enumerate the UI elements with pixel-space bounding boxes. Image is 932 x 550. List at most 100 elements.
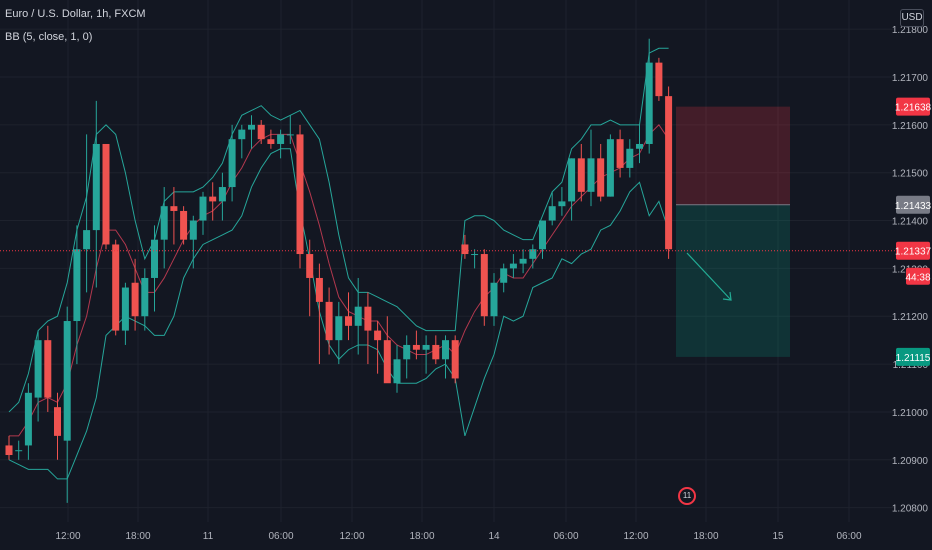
candle-body xyxy=(539,220,546,250)
candle-body xyxy=(296,134,304,255)
price-axis[interactable]: 1.21800 1.21700 1.21600 1.21500 1.21400 1.213… xyxy=(892,0,932,550)
candle-body xyxy=(587,158,595,192)
time-tick-label: 12:00 xyxy=(339,531,364,542)
price-tick-label: 1.21600 xyxy=(892,121,929,132)
price-tag-background xyxy=(896,347,930,366)
time-tick-label: 06:00 xyxy=(553,531,578,542)
candle-body xyxy=(335,316,343,341)
price-tag-background xyxy=(896,97,930,116)
time-tick-label: 06:00 xyxy=(836,531,861,542)
candle-body xyxy=(286,134,294,136)
candle-body xyxy=(209,196,217,202)
candle-body xyxy=(422,344,430,350)
candle-body xyxy=(63,321,71,441)
candle-body xyxy=(102,143,110,245)
bb-upper-line xyxy=(8,47,669,413)
candle-body xyxy=(15,450,23,452)
candle-body xyxy=(238,129,246,140)
candle-body xyxy=(568,158,576,202)
time-tick-label: 06:00 xyxy=(268,531,293,542)
candle-body xyxy=(645,62,653,144)
candle-body xyxy=(325,301,333,341)
candle-body xyxy=(558,201,566,207)
price-tick-label: 1.21700 xyxy=(892,73,929,84)
price-tick-label: 1.21400 xyxy=(892,217,929,228)
time-tick-label: 18:00 xyxy=(125,531,150,542)
price-tick-label: 1.21800 xyxy=(892,25,929,36)
price-tick-label: 1.21000 xyxy=(892,408,929,419)
countdown-background xyxy=(906,267,930,285)
candle-body xyxy=(180,210,188,240)
time-axis[interactable]: 12:00 18:00 11 06:00 12:00 18:00 14 06:00 12:00 1… xyxy=(0,522,932,550)
candle-body xyxy=(24,392,32,446)
time-axis-background xyxy=(0,522,932,550)
candle-body xyxy=(345,316,352,326)
price-tag-label: 1.21115 xyxy=(896,353,931,364)
candle-body xyxy=(606,139,614,197)
candle-body xyxy=(626,148,634,168)
candle-body xyxy=(277,134,285,144)
candle-body xyxy=(160,206,168,240)
candle-body xyxy=(393,359,401,384)
symbol-legend[interactable]: Euro / U.S. Dollar, 1h, FXCM xyxy=(5,8,146,20)
candle-body xyxy=(354,306,362,326)
candle-body xyxy=(529,249,537,259)
candle-body xyxy=(218,187,226,202)
candle-body xyxy=(451,340,459,379)
candle-body xyxy=(170,206,178,211)
candle-body xyxy=(199,196,207,221)
candle-body xyxy=(471,254,479,256)
candle-body xyxy=(92,143,100,231)
candle-body xyxy=(228,139,236,188)
candlestick-series xyxy=(5,38,673,503)
candle-body xyxy=(189,220,197,240)
time-tick-label: 15 xyxy=(772,531,784,542)
candle-body xyxy=(461,244,469,255)
time-tick-label: 18:00 xyxy=(409,531,434,542)
price-tag-label: 1.21337 xyxy=(895,247,932,258)
candle-body xyxy=(151,239,158,278)
candle-body xyxy=(519,258,527,264)
candle-body xyxy=(364,306,372,331)
candle-body xyxy=(490,282,498,317)
candle-body xyxy=(131,282,139,317)
candle-body xyxy=(403,344,411,360)
projection-arrow-line xyxy=(686,252,732,301)
price-tick-label: 1.20800 xyxy=(892,504,929,515)
candle-body xyxy=(5,445,13,456)
price-tick-label: 1.21500 xyxy=(892,169,929,180)
candle-body xyxy=(267,139,275,144)
price-tag-background xyxy=(896,195,930,214)
candle-body xyxy=(432,344,440,360)
candle-body xyxy=(34,340,42,398)
candle-body xyxy=(306,254,314,278)
currency-button[interactable]: USD xyxy=(900,9,924,27)
candle-body xyxy=(257,124,265,140)
candle-body xyxy=(500,268,508,283)
candle-body xyxy=(121,287,129,331)
candle-body xyxy=(374,330,382,341)
time-tick-label: 12:00 xyxy=(623,531,648,542)
time-tick-label: 14 xyxy=(488,531,500,542)
indicator-legend[interactable]: BB (5, close, 1, 0) xyxy=(5,31,93,43)
time-tick-label: 12:00 xyxy=(55,531,80,542)
take-profit-zone xyxy=(676,204,790,357)
projection-arrow-head xyxy=(722,291,732,301)
candle-body xyxy=(548,206,556,221)
candle-body xyxy=(655,62,663,97)
candle-body xyxy=(577,158,585,192)
candle-body xyxy=(480,254,488,317)
candle-body xyxy=(509,263,517,269)
short-position-tool[interactable] xyxy=(676,106,790,357)
event-marker-icon[interactable]: 11 xyxy=(678,487,696,505)
candle-body xyxy=(412,344,420,350)
candle-body xyxy=(616,139,624,168)
candle-body xyxy=(141,277,149,317)
candle-body xyxy=(442,340,449,360)
stop-loss-zone xyxy=(676,106,790,205)
candle-body xyxy=(636,143,643,149)
price-tag-label: 1.21638 xyxy=(895,103,932,114)
bollinger-bands xyxy=(8,47,670,480)
price-tick-label: 1.21200 xyxy=(892,312,929,323)
